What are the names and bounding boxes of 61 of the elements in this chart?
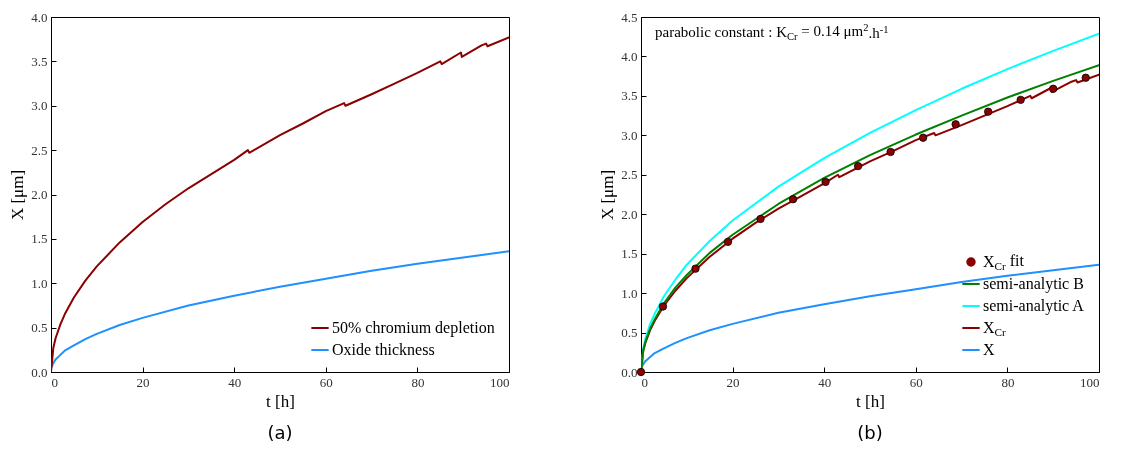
line-series [51, 36, 509, 372]
x-tick-label: 40 [818, 374, 832, 390]
x-axis-title: t [h] [266, 391, 295, 411]
point [691, 264, 700, 273]
y-tick-label: 0.5 [621, 325, 638, 341]
y-tick-label: 3.0 [31, 98, 48, 114]
point [853, 162, 863, 171]
y-tick-label: 2.5 [621, 167, 638, 183]
point [886, 147, 895, 156]
x-tick-label: 80 [411, 374, 425, 390]
x-tick-label: 0 [641, 374, 648, 390]
point [984, 107, 993, 116]
legend-label: semi-analytic B [983, 275, 1084, 293]
point [658, 302, 668, 311]
legend-label: X [983, 341, 995, 358]
x-tick-label: 40 [228, 374, 242, 390]
x-axis-title: t [h] [856, 391, 885, 411]
x-tick-label: 80 [1001, 374, 1015, 390]
y-tick-label: 0.5 [31, 320, 48, 336]
point [1016, 95, 1025, 104]
x-tick-label: 20 [136, 374, 150, 390]
point [788, 195, 798, 204]
legend-label: X$_{Cr}$ [983, 319, 1007, 339]
y-tick-label: 2.0 [31, 187, 48, 202]
annotation: parabolic constant : K$_{Cr}$ = 0.14 μm$^{2}$.h$^{-1}$ [655, 21, 889, 43]
legend-label: Oxide thickness [332, 341, 435, 358]
y-tick-label: 4.5 [621, 9, 638, 25]
point [1081, 73, 1090, 82]
y-tick-label: 1.5 [621, 246, 638, 262]
y-tick-label: 0.0 [621, 364, 638, 380]
point [951, 120, 960, 129]
y-tick-label: 4.0 [621, 48, 638, 64]
x-tick-label: 0 [51, 374, 58, 390]
legend-label: X$_{Cr}$ fit [983, 251, 1025, 273]
y-tick-label: 2.0 [621, 206, 638, 222]
x-tick-label: 60 [319, 374, 333, 390]
y-axis-title: X [μm] [8, 169, 28, 221]
y-tick-label: 3.5 [31, 53, 48, 69]
y-tick-label: 2.5 [31, 142, 48, 158]
y-tick-label: 0.0 [31, 364, 48, 380]
y-tick-label: 1.0 [31, 275, 48, 291]
y-tick-label: 3.5 [621, 88, 638, 104]
point [636, 367, 646, 377]
y-axis-title: X [μm] [598, 169, 618, 221]
x-tick-label: 20 [726, 374, 740, 390]
y-tick-label: 1.0 [621, 285, 638, 301]
y-tick-label: 1.5 [31, 231, 48, 247]
y-tick-label: 3.0 [621, 127, 638, 143]
text: (a) [267, 422, 293, 443]
legend-label: 50% chromium depletion [332, 319, 495, 337]
point [919, 133, 928, 142]
point [1049, 84, 1058, 93]
text: (b) [857, 422, 883, 443]
legend-label: semi-analytic A [983, 297, 1085, 315]
x-tick-label: 100 [490, 374, 510, 390]
point [821, 177, 830, 186]
point [756, 214, 765, 224]
point [723, 237, 733, 246]
x-tick-label: 100 [1080, 374, 1100, 390]
x-tick-label: 60 [909, 374, 923, 390]
y-tick-label: 4.0 [31, 9, 48, 25]
